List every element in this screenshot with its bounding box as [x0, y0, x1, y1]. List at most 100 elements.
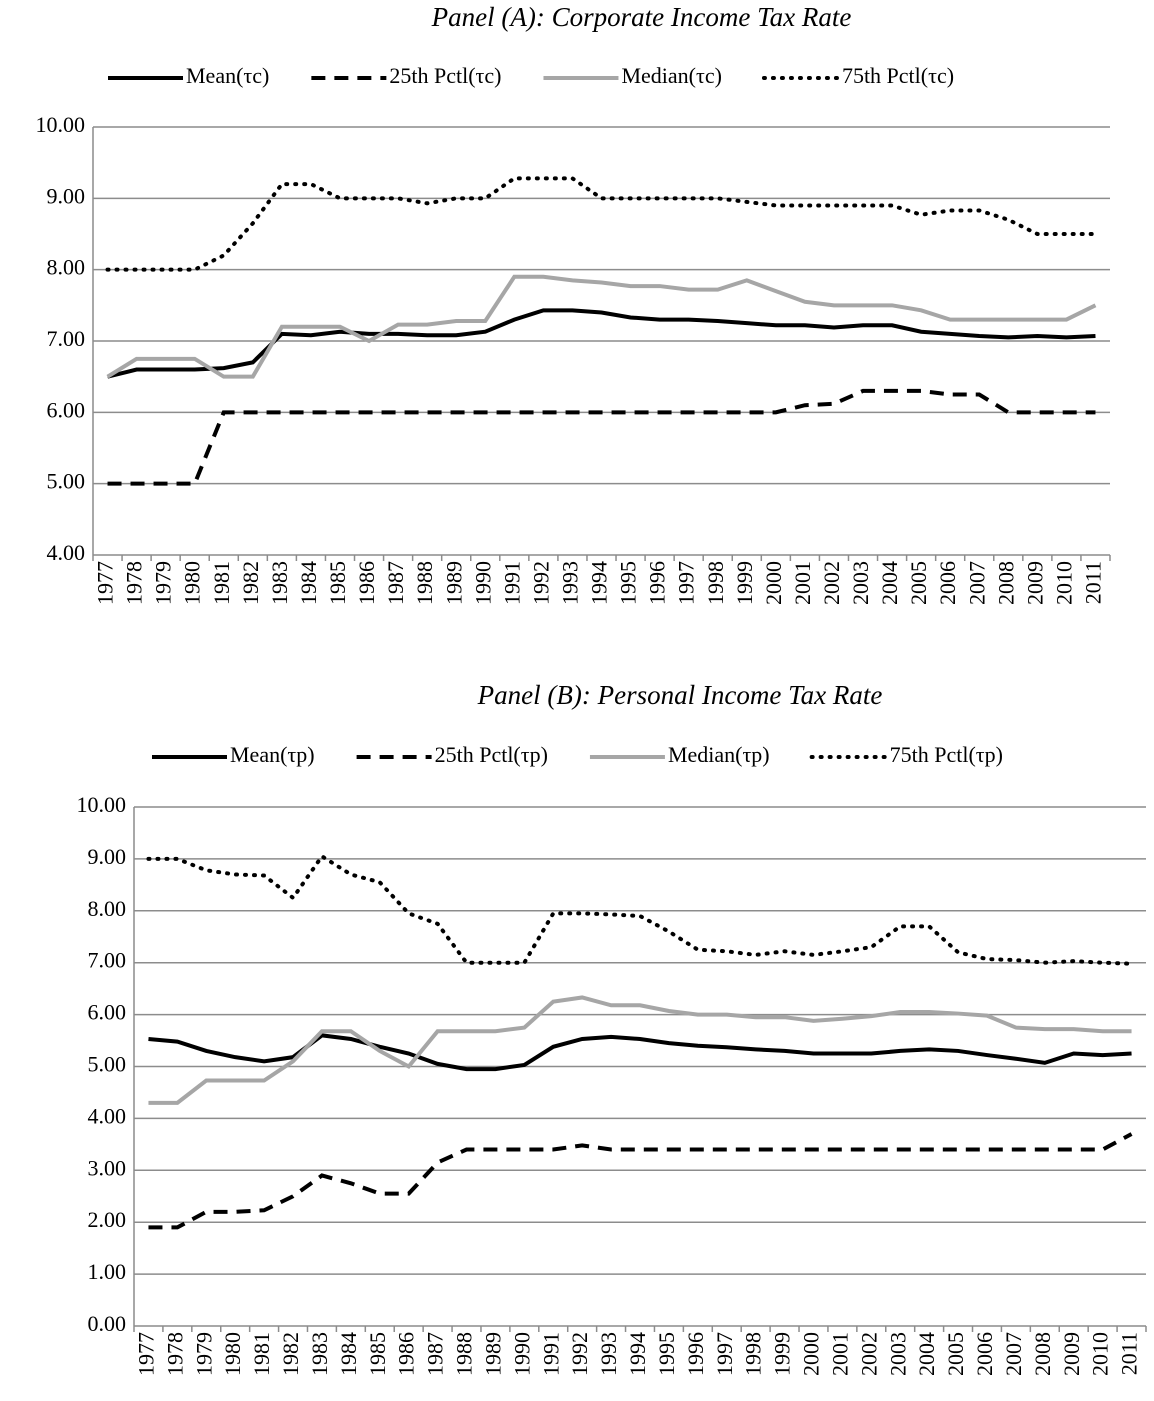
- x-tick-label: 1986: [354, 561, 379, 605]
- x-tick-label: 1993: [557, 561, 582, 605]
- y-tick-label: 8.00: [88, 896, 127, 921]
- x-tick-label: 1996: [645, 561, 670, 605]
- legend-label: 75th Pctl(τp): [890, 742, 1003, 767]
- x-tick-label: 2002: [819, 561, 844, 605]
- x-tick-label: 2000: [761, 561, 786, 605]
- x-tick-label: 1989: [441, 561, 466, 605]
- x-tick-label: 2006: [972, 1332, 997, 1376]
- x-tick-label: 1999: [732, 561, 757, 605]
- y-tick-label: 3.00: [88, 1155, 127, 1180]
- y-tick-label: 7.00: [88, 948, 127, 973]
- x-tick-label: 1978: [162, 1332, 187, 1376]
- x-tick-label: 1987: [383, 561, 408, 605]
- y-tick-label: 9.00: [88, 844, 127, 869]
- x-tick-label: 1992: [567, 1332, 592, 1376]
- x-tick-label: 1982: [278, 1332, 303, 1376]
- x-tick-label: 1996: [683, 1332, 708, 1376]
- x-tick-label: 2000: [799, 1332, 824, 1376]
- x-tick-label: 1988: [452, 1332, 477, 1376]
- x-tick-label: 1991: [499, 561, 524, 605]
- series-line: [107, 388, 1096, 486]
- legend-label: Mean(τc): [186, 63, 269, 88]
- x-tick-label: 1998: [741, 1332, 766, 1376]
- x-tick-label: 1980: [180, 561, 205, 605]
- y-tick-label: 6.00: [47, 397, 86, 422]
- y-tick-label: 5.00: [47, 469, 86, 494]
- series-line: [106, 274, 1097, 379]
- x-tick-label: 1988: [412, 561, 437, 605]
- x-tick-label: 1999: [770, 1332, 795, 1376]
- x-tick-label: 1995: [654, 1332, 679, 1376]
- legend-label: Median(τc): [621, 63, 721, 88]
- chart-title: Panel (A): Corporate Income Tax Rate: [431, 2, 852, 32]
- x-tick-label: 2002: [856, 1332, 881, 1376]
- x-tick-label: 2005: [943, 1332, 968, 1376]
- x-tick-label: 2003: [848, 561, 873, 605]
- x-tick-label: 1997: [712, 1332, 737, 1376]
- x-tick-label: 1987: [423, 1332, 448, 1376]
- x-tick-label: 1980: [220, 1332, 245, 1376]
- x-tick-label: 2005: [906, 561, 931, 605]
- x-tick-label: 2004: [877, 561, 902, 605]
- x-tick-label: 1984: [296, 561, 321, 605]
- x-tick-label: 1994: [587, 561, 612, 605]
- y-tick-label: 8.00: [47, 255, 86, 280]
- legend-label: 75th Pctl(τc): [842, 63, 954, 88]
- x-tick-label: 2011: [1117, 1332, 1142, 1375]
- x-tick-label: 2001: [790, 561, 815, 605]
- y-tick-label: 7.00: [47, 326, 86, 351]
- x-tick-label: 1995: [616, 561, 641, 605]
- x-tick-label: 2007: [1001, 1332, 1026, 1376]
- x-tick-label: 1992: [528, 561, 553, 605]
- x-tick-label: 1982: [238, 561, 263, 605]
- x-tick-label: 2006: [935, 561, 960, 605]
- x-tick-label: 1986: [394, 1332, 419, 1376]
- x-tick-label: 1983: [267, 561, 292, 605]
- legend-label: 25th Pctl(τp): [435, 742, 548, 767]
- x-tick-label: 1989: [480, 1332, 505, 1376]
- x-tick-label: 2001: [827, 1332, 852, 1376]
- y-tick-label: 10.00: [36, 112, 86, 137]
- x-tick-label: 1983: [307, 1332, 332, 1376]
- x-tick-label: 2009: [1059, 1332, 1084, 1376]
- x-tick-label: 2008: [1030, 1332, 1055, 1376]
- x-tick-label: 1990: [470, 561, 495, 605]
- y-tick-label: 1.00: [88, 1259, 127, 1284]
- series-line: [148, 1033, 1132, 1072]
- legend-label: Median(τp): [668, 742, 770, 767]
- y-tick-label: 9.00: [47, 183, 86, 208]
- x-tick-label: 2003: [885, 1332, 910, 1376]
- x-tick-label: 1979: [151, 561, 176, 605]
- series-line: [105, 176, 1098, 272]
- x-tick-label: 1977: [134, 1332, 159, 1376]
- series-line: [146, 853, 1134, 966]
- y-tick-label: 10.00: [77, 792, 127, 817]
- chart-title: Panel (B): Personal Income Tax Rate: [477, 680, 883, 710]
- legend-label: Mean(τp): [230, 742, 315, 767]
- x-tick-label: 1998: [703, 561, 728, 605]
- x-tick-label: 2008: [993, 561, 1018, 605]
- y-tick-label: 0.00: [88, 1311, 127, 1336]
- x-tick-label: 2011: [1081, 561, 1106, 604]
- series-line: [148, 995, 1132, 1105]
- x-tick-label: 1985: [365, 1332, 390, 1376]
- x-tick-label: 1981: [209, 561, 234, 605]
- x-tick-label: 2010: [1051, 561, 1076, 605]
- x-tick-label: 1985: [325, 561, 350, 605]
- y-tick-label: 4.00: [88, 1103, 127, 1128]
- y-tick-label: 5.00: [88, 1052, 127, 1077]
- x-tick-label: 1977: [93, 561, 118, 605]
- x-tick-label: 1997: [674, 561, 699, 605]
- x-tick-label: 2010: [1088, 1332, 1113, 1376]
- x-tick-label: 2004: [914, 1332, 939, 1376]
- x-tick-label: 1979: [191, 1332, 216, 1376]
- legend-label: 25th Pctl(τc): [389, 63, 501, 88]
- x-tick-label: 1991: [538, 1332, 563, 1376]
- x-tick-label: 1981: [249, 1332, 274, 1376]
- x-tick-label: 2007: [964, 561, 989, 605]
- y-tick-label: 6.00: [88, 1000, 127, 1025]
- y-tick-label: 4.00: [47, 540, 86, 565]
- x-tick-label: 1990: [509, 1332, 534, 1376]
